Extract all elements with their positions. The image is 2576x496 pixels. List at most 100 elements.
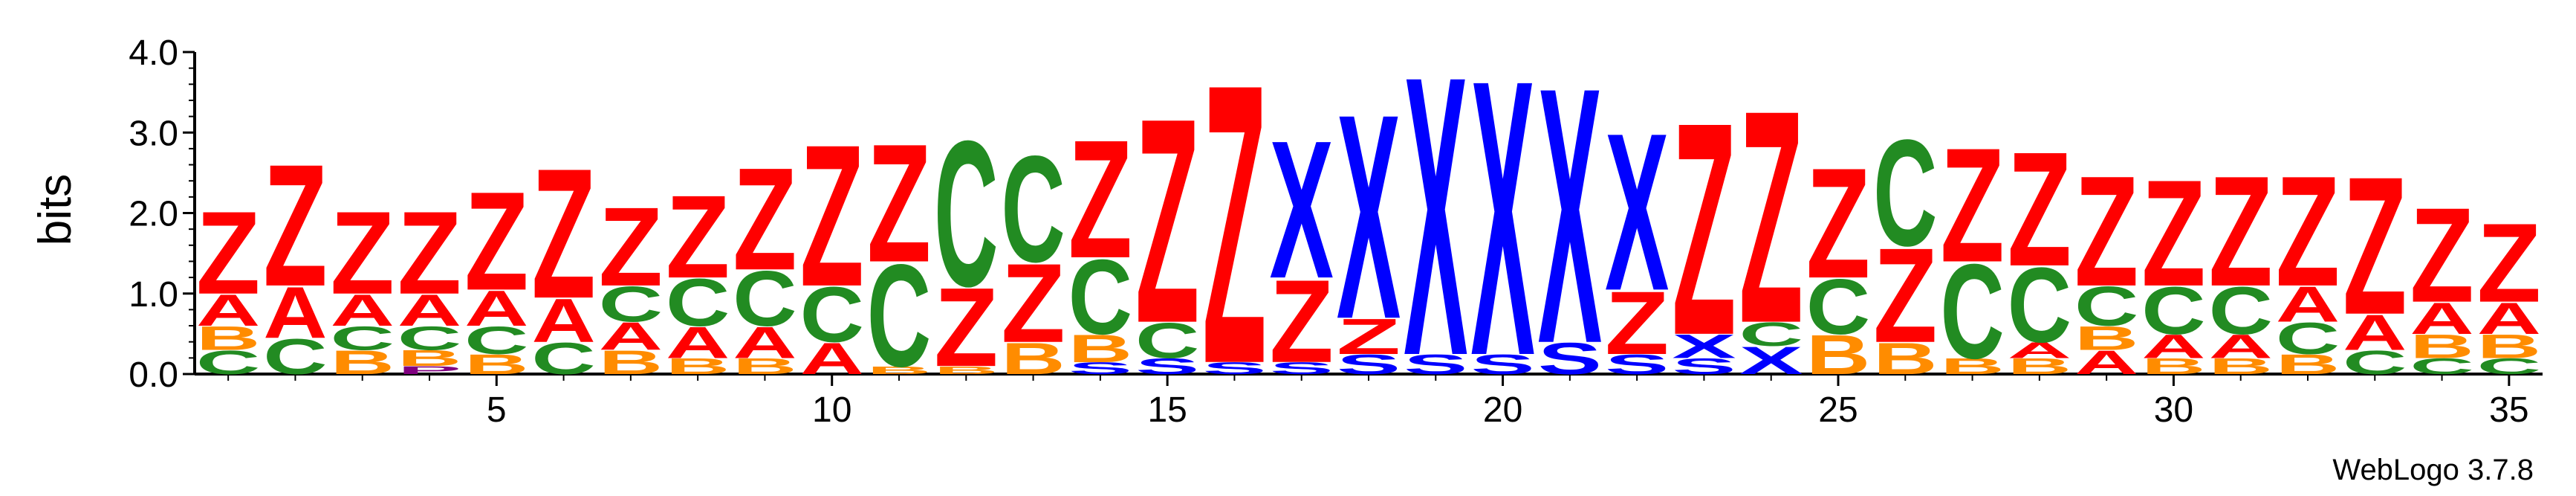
logo-letter-s: S (1538, 334, 1602, 384)
x-tick-label: 30 (2154, 390, 2193, 430)
x-tick-label: 15 (1147, 390, 1187, 430)
logo-letter-z: Z (2343, 135, 2407, 355)
logo-letter-b: B (1806, 323, 1870, 387)
logo-letter-p: P (398, 364, 461, 376)
logo-letter-z: Z (599, 185, 663, 310)
logo-letter-x: X (1470, 0, 1535, 438)
logo-letter-b: B (2276, 349, 2340, 380)
y-tick-label: 3.0 (129, 114, 178, 153)
logo-letter-a: A (2477, 294, 2541, 344)
logo-letter-x: X (1538, 13, 1603, 420)
logo-letter-x: X (1739, 338, 1803, 382)
logo-letter-b: B (666, 354, 730, 379)
logo-letter-a: A (2276, 276, 2340, 332)
logo-letter-b: B (2141, 354, 2205, 379)
logo-letter-c: C (531, 334, 595, 384)
logo-letter-a: A (196, 286, 260, 336)
logo-letter-z: Z (1001, 241, 1065, 366)
logo-letter-z: Z (1940, 115, 2004, 297)
logo-letter-z: Z (464, 163, 528, 320)
logo-letter-c: C (1940, 236, 2004, 387)
x-tick-label: 10 (812, 390, 851, 430)
x-tick-label: 20 (1483, 390, 1522, 430)
logo-letter-x: X (1404, 0, 1468, 439)
logo-letter-z: Z (1672, 59, 1736, 399)
logo-letter-c: C (666, 265, 730, 341)
x-ticks: 5 10 15 20 25 30 35 (227, 374, 2529, 430)
logo-letter-a: A (2410, 294, 2473, 344)
logo-letter-s: S (1404, 349, 1467, 380)
logo-letter-a: A (800, 334, 864, 384)
logo-letter-s: S (1337, 349, 1401, 380)
y-axis-label: bits (30, 174, 81, 245)
logo-letter-z: Z (398, 187, 461, 319)
logo-letter-c: C (331, 320, 395, 358)
logo-letter-b: B (1940, 354, 2004, 379)
logo-letter-z: Z (1739, 48, 1803, 387)
logo-letter-c: C (196, 344, 260, 381)
logo-letter-b: B (398, 346, 461, 371)
logo-letter-x: X (1270, 100, 1334, 320)
x-tick-label: 25 (1818, 390, 1858, 430)
logo-letter-b: B (934, 364, 998, 377)
y-ticks: 0.0 1.0 2.0 3.0 4.0 (129, 33, 195, 395)
logo-letter-z: Z (1605, 272, 1669, 373)
logo-letter-a: A (464, 280, 528, 336)
logo-letter-c: C (800, 271, 864, 358)
y-tick-label: 4.0 (129, 33, 178, 73)
logo-letter-z: Z (2008, 119, 2071, 301)
logo-letter-z: Z (934, 265, 998, 390)
logo-letter-z: Z (1873, 221, 1937, 371)
logo-letter-b: B (1068, 326, 1132, 371)
logo-letter-s: S (1672, 354, 1736, 379)
logo-letter-c: C (1873, 109, 1937, 278)
y-tick-label: 1.0 (129, 275, 178, 315)
logo-letter-b: B (464, 349, 528, 380)
logo-letter-c: C (2141, 274, 2205, 349)
logo-letter-z: Z (666, 170, 730, 303)
logo-letter-c: C (1001, 125, 1065, 294)
logo-letter-b: B (2209, 354, 2273, 379)
logo-letter-a: A (666, 318, 730, 368)
logo-letter-z: Z (2074, 144, 2138, 319)
logo-letter-b: B (1001, 334, 1065, 384)
logo-letter-a: A (2343, 304, 2407, 361)
logo-letter-b: B (599, 344, 663, 381)
logo-letter-z: Z (2209, 144, 2273, 319)
logo-letter-z: Z (733, 138, 797, 300)
logo-letter-a: A (531, 286, 595, 355)
logo-letter-a: A (331, 286, 395, 336)
y-tick-label: 2.0 (129, 195, 178, 234)
logo-letter-c: C (2008, 245, 2071, 364)
x-tick-label: 5 (487, 390, 507, 430)
logo-letter-c: C (2276, 314, 2340, 364)
logo-letter-c: C (599, 276, 663, 332)
logo-letter-a: A (733, 318, 797, 368)
logo-letter-a: A (599, 314, 663, 358)
logo-letter-x: X (1672, 327, 1736, 365)
logo-letter-z: Z (2410, 181, 2473, 331)
logo-letter-z: Z (331, 187, 395, 319)
logo-letter-c: C (2343, 344, 2407, 381)
logo-letter-s: S (1068, 358, 1132, 377)
weblogo-version-label: WebLogo 3.7.8 (2332, 454, 2534, 486)
logo-letter-b: B (2074, 320, 2138, 358)
logo-letter-z: Z (2141, 149, 2205, 318)
logo-letter-c: C (1739, 315, 1803, 353)
logo-letter-a: A (2209, 328, 2273, 366)
logo-letter-z: Z (1337, 309, 1401, 364)
logo-letter-b: B (2008, 354, 2071, 379)
logo-letter-s: S (1470, 349, 1534, 380)
logo-letter-c: C (2074, 275, 2138, 338)
logo-letter-z: Z (2276, 144, 2340, 319)
logo-letter-s: S (1270, 358, 1334, 377)
y-tick-label: 0.0 (129, 355, 178, 395)
logo-letter-c: C (2410, 354, 2473, 379)
logo-letter-a: A (2008, 338, 2071, 363)
logo-letter-b: B (867, 364, 931, 377)
logo-letter-b: B (196, 320, 260, 358)
logo-letter-z: Z (531, 130, 595, 337)
logo-letter-c: C (1068, 236, 1132, 356)
logo-letter-z: Z (1270, 255, 1334, 387)
